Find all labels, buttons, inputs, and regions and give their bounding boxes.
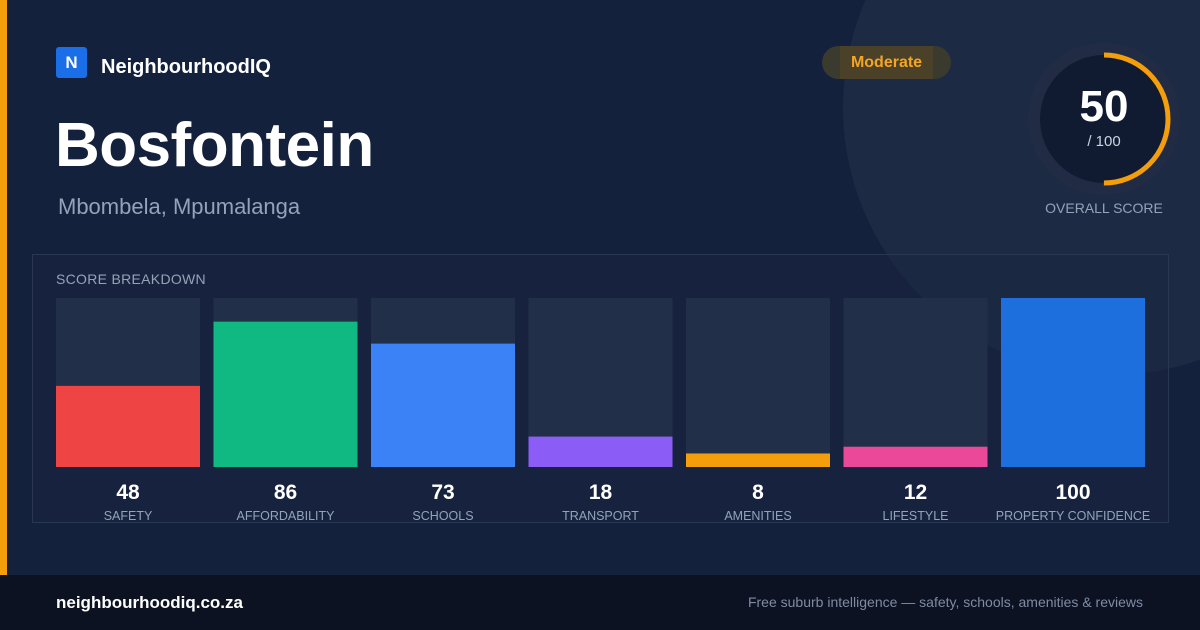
suburb-location: Mbombela, Mpumalanga bbox=[58, 194, 301, 219]
value-label-lifestyle: 12 bbox=[904, 481, 927, 504]
brand-logo-icon: N bbox=[56, 47, 87, 78]
value-label-amenities: 8 bbox=[752, 481, 764, 504]
value-label-schools: 73 bbox=[431, 481, 454, 504]
category-label-transport: TRANSPORT bbox=[562, 509, 639, 523]
value-label-affordability: 86 bbox=[274, 481, 297, 504]
score-ring-arc bbox=[1037, 52, 1171, 186]
value-label-transport: 18 bbox=[589, 481, 613, 504]
bar-affordability bbox=[213, 321, 358, 467]
overall-score-caption: OVERALL SCORE bbox=[1045, 200, 1163, 216]
category-label-lifestyle: LIFESTYLE bbox=[883, 509, 949, 523]
category-label-amenities: AMENITIES bbox=[724, 509, 791, 523]
overall-score-ring bbox=[1028, 43, 1180, 195]
value-label-safety: 48 bbox=[116, 481, 140, 504]
brand[interactable]: N NeighbourhoodIQ bbox=[56, 46, 271, 79]
bar-lifestyle bbox=[843, 446, 988, 467]
rating-label: Moderate bbox=[850, 53, 923, 71]
brand-name: NeighbourhoodIQ bbox=[101, 56, 271, 78]
bar-amenities bbox=[686, 453, 830, 467]
footer bbox=[0, 575, 1200, 630]
accent-strip bbox=[0, 0, 7, 575]
overall-score-value: 50 bbox=[1079, 82, 1129, 131]
category-label-affordability: AFFORDABILITY bbox=[237, 509, 336, 523]
suburb-title: Bosfontein bbox=[55, 111, 374, 180]
category-label-safety: SAFETY bbox=[104, 509, 153, 523]
bar-track-amenities bbox=[686, 298, 830, 467]
bar-track-lifestyle bbox=[843, 298, 988, 467]
score-card: N NeighbourhoodIQ Bosfontein Mbombela, M… bbox=[0, 0, 1180, 575]
score-breakdown-chart: 48 SAFETY 86 AFFORDABILITY 73 SCHOOLS 18 TRANSP… bbox=[56, 298, 1150, 523]
bar-safety bbox=[56, 385, 200, 467]
bar-schools bbox=[371, 343, 515, 467]
footer-url[interactable]: neighbourhoodiq.co.za bbox=[56, 593, 243, 612]
bar-property-confidence bbox=[1001, 298, 1145, 467]
overall-score-max: / 100 bbox=[1087, 133, 1121, 150]
rating-badge: Moderate bbox=[822, 46, 951, 79]
bar-transport bbox=[528, 436, 673, 467]
category-label-schools: SCHOOLS bbox=[412, 509, 473, 523]
category-label-property-confidence: PROPERTY CONFIDENCE bbox=[996, 509, 1150, 523]
footer-tagline: Free suburb intelligence — safety, schoo… bbox=[747, 594, 1143, 610]
breakdown-title: SCORE BREAKDOWN bbox=[56, 271, 206, 287]
value-label-property-confidence: 100 bbox=[1055, 481, 1090, 504]
